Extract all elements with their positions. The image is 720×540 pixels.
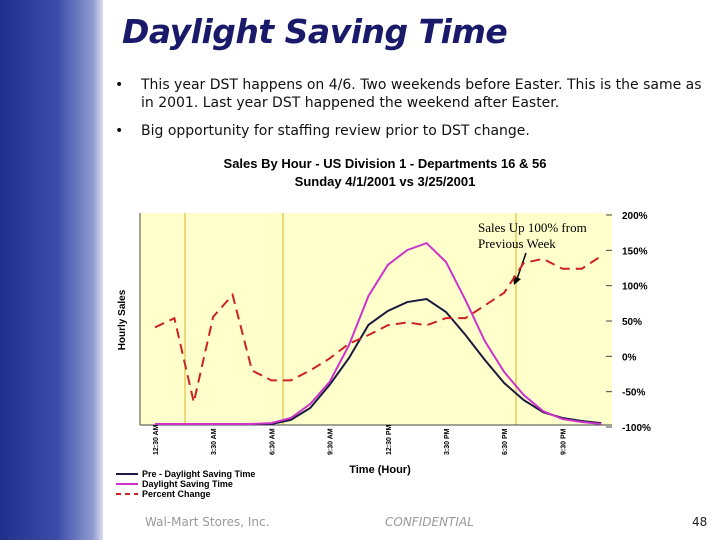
legend-label: Pre - Daylight Saving Time: [142, 469, 255, 479]
legend-label: Percent Change: [142, 489, 211, 499]
footer-label: CONFIDENTIAL: [385, 515, 474, 529]
side-bar: [0, 0, 103, 540]
legend-label: Daylight Saving Time: [142, 479, 233, 489]
series-line: [155, 241, 602, 425]
y2-tick-label: -100%: [622, 423, 651, 434]
y2-tick-label: -50%: [622, 388, 645, 399]
y2-tick-label: 200%: [622, 211, 648, 222]
y2-tick-label: 0%: [622, 352, 637, 363]
footer-company: Wal-Mart Stores, Inc.: [145, 515, 270, 529]
x-tick-label: 12:30 AM: [153, 424, 160, 455]
x-axis-label: Time (Hour): [349, 464, 411, 476]
x-tick-label: 3:30 PM: [444, 428, 451, 455]
chart-subtitle: Sunday 4/1/2001 vs 3/25/2001: [295, 174, 476, 189]
x-tick-label: 6:30 AM: [269, 428, 276, 455]
bullet: • Big opportunity for staffing review pri…: [115, 122, 710, 140]
bullet-text: Big opportunity for staffing review prio…: [141, 123, 530, 139]
page-number: 48: [692, 515, 708, 529]
y2-tick-label: 100%: [622, 282, 648, 293]
annotation-box: Sales Up 100% from Previous Week: [478, 220, 587, 251]
x-tick-label: 9:30 PM: [560, 428, 567, 455]
x-tick-label: 3:30 AM: [211, 428, 218, 455]
x-tick-label: 12:30 PM: [386, 424, 393, 455]
bullet-text: This year DST happens on 4/6. Two weeken…: [141, 77, 702, 111]
y2-tick-label: 150%: [622, 246, 648, 257]
chart-title: Sales By Hour - US Division 1 - Departme…: [224, 156, 547, 171]
x-tick-label: 9:30 AM: [328, 428, 335, 455]
y-axis-label: Hourly Sales: [117, 289, 128, 350]
annotation: Sales Up 100% from Previous Week: [478, 220, 587, 251]
x-tick-label: 6:30 PM: [502, 428, 509, 455]
slide-title: Daylight Saving Time: [122, 12, 508, 51]
bullet: • This year DST happens on 4/6. Two weeke…: [115, 76, 710, 112]
y2-tick-label: 50%: [622, 317, 642, 328]
annotation-arrowhead: [513, 276, 521, 285]
